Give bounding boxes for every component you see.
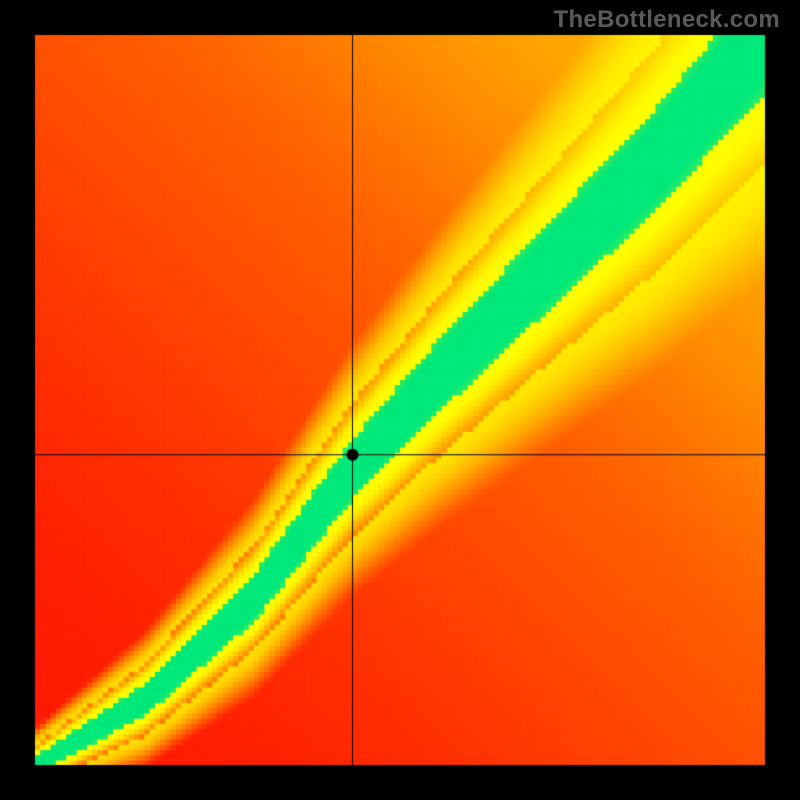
bottleneck-heatmap-canvas <box>0 0 800 800</box>
watermark-text: TheBottleneck.com <box>554 6 780 34</box>
chart-container: TheBottleneck.com <box>0 0 800 800</box>
